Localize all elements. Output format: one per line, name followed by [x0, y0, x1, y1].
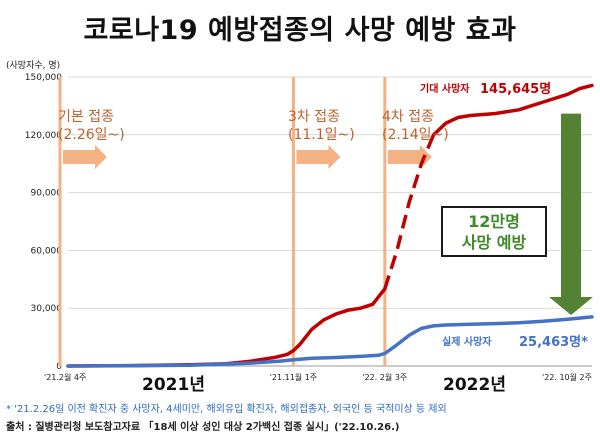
footnote: * '21.2.26일 이전 확진자 중 사망자, 4세미만, 해외유입 확진자… — [6, 404, 447, 415]
expected-deaths-line — [66, 287, 387, 368]
y-axis-unit-label: (사망자수, 명) — [6, 61, 61, 71]
prevented-deaths-box: 12만명 사망 예방 — [441, 206, 547, 257]
x-tick-label: '21.2월 4주 — [44, 372, 86, 382]
stage-basic-date: (2.26일~) — [58, 127, 125, 143]
stage-3rd-name: 3차 접종 — [288, 109, 340, 125]
prevented-deaths-text: 사망 예방 — [461, 233, 527, 252]
year-label-2022: 2022년 — [443, 375, 506, 395]
actual-deaths-line — [66, 315, 594, 368]
stage-arrow — [63, 145, 107, 169]
prevented-deaths-arrow — [549, 113, 593, 315]
source-note: 출처 : 질병관리청 보도참고자료 「18세 이상 성인 대상 2가백신 접종 … — [6, 422, 400, 433]
actual-final-value: 25,463명* — [519, 335, 588, 350]
stage-4th-name: 4차 접종 — [382, 109, 434, 125]
year-label-2021: 2021년 — [142, 375, 205, 395]
expected-series-label: 기대 사망자 — [420, 84, 470, 95]
actual-series-label: 실제 사망자 — [442, 337, 492, 348]
y-tick-label: 60,000 — [31, 246, 63, 256]
x-tick-label: '22. 10월 2주 — [542, 372, 592, 382]
page-title: 코로나19 예방접종의 사망 예방 효과 — [83, 15, 517, 46]
expected-deaths-line — [431, 83, 594, 137]
stage-label-3rd: 3차 접종 (11.1일~) — [288, 108, 355, 144]
y-tick-label: 90,000 — [31, 189, 63, 199]
expected-deaths-dashed-line — [383, 134, 436, 290]
y-tick-label: 150,000 — [25, 73, 62, 83]
x-tick-label: '21.11월 1주 — [270, 372, 317, 382]
stage-basic-name: 기본 접종 — [58, 109, 114, 125]
stage-label-4th: 4차 접종 (2.14일~) — [382, 108, 449, 144]
stage-label-basic: 기본 접종 (2.26일~) — [58, 108, 125, 144]
stage-4th-date: (2.14일~) — [382, 127, 449, 143]
stage-3rd-date: (11.1일~) — [288, 127, 355, 143]
y-tick-label: 30,000 — [31, 304, 63, 314]
stage-arrow — [296, 145, 341, 169]
expected-final-value: 145,645명 — [480, 82, 552, 97]
y-tick-label: 120,000 — [25, 131, 62, 141]
y-tick-label: 0 — [56, 362, 62, 372]
x-tick-label: '22. 2월 3주 — [362, 372, 407, 382]
prevented-deaths-count: 12만명 — [468, 212, 520, 231]
